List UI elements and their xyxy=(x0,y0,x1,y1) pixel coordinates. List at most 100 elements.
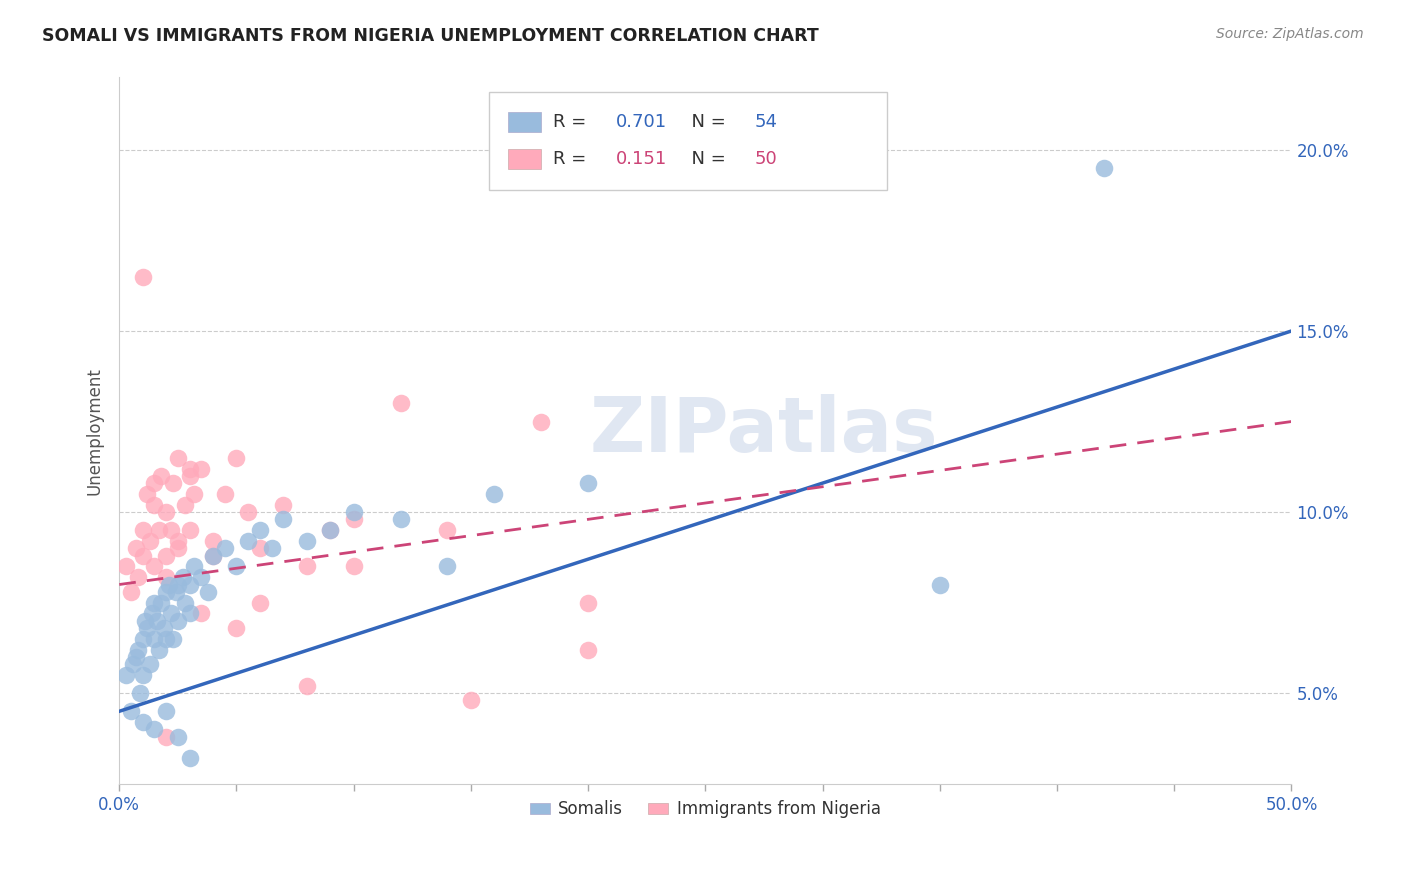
Point xyxy=(179,577,201,591)
Point xyxy=(160,523,183,537)
Point xyxy=(150,596,173,610)
Point xyxy=(214,487,236,501)
Point xyxy=(141,607,163,621)
Text: 0.151: 0.151 xyxy=(616,150,668,168)
Point xyxy=(319,523,342,537)
Point xyxy=(183,487,205,501)
Point xyxy=(127,642,149,657)
Point xyxy=(436,559,458,574)
Point xyxy=(165,584,187,599)
Point xyxy=(197,584,219,599)
Point xyxy=(225,559,247,574)
Point xyxy=(143,559,166,574)
Point xyxy=(155,730,177,744)
Point xyxy=(148,642,170,657)
Point xyxy=(928,577,950,591)
Point xyxy=(155,570,177,584)
Point xyxy=(132,715,155,730)
Text: ZIPatlas: ZIPatlas xyxy=(589,393,938,467)
Point xyxy=(249,596,271,610)
Point xyxy=(174,596,197,610)
Point xyxy=(576,476,599,491)
Point xyxy=(129,686,152,700)
Point xyxy=(139,657,162,672)
Point xyxy=(319,523,342,537)
Point xyxy=(162,632,184,646)
Point xyxy=(295,534,318,549)
Legend: Somalis, Immigrants from Nigeria: Somalis, Immigrants from Nigeria xyxy=(523,794,887,825)
Point xyxy=(389,396,412,410)
Point xyxy=(134,614,156,628)
Point xyxy=(576,596,599,610)
Point xyxy=(202,549,225,563)
Point xyxy=(238,505,260,519)
Point xyxy=(460,693,482,707)
Point xyxy=(343,559,366,574)
Point xyxy=(273,498,295,512)
Point xyxy=(127,570,149,584)
Point xyxy=(179,607,201,621)
Point xyxy=(225,621,247,635)
Point xyxy=(238,534,260,549)
FancyBboxPatch shape xyxy=(488,92,887,191)
Point xyxy=(249,541,271,556)
Text: N =: N = xyxy=(679,150,731,168)
Point xyxy=(143,723,166,737)
Text: 54: 54 xyxy=(755,113,778,131)
Point xyxy=(143,498,166,512)
Text: R =: R = xyxy=(553,150,592,168)
Point xyxy=(167,534,190,549)
Point xyxy=(172,570,194,584)
Point xyxy=(132,269,155,284)
Point xyxy=(389,512,412,526)
Point xyxy=(260,541,283,556)
Text: SOMALI VS IMMIGRANTS FROM NIGERIA UNEMPLOYMENT CORRELATION CHART: SOMALI VS IMMIGRANTS FROM NIGERIA UNEMPL… xyxy=(42,27,818,45)
Point xyxy=(153,621,176,635)
Point xyxy=(190,461,212,475)
Text: Source: ZipAtlas.com: Source: ZipAtlas.com xyxy=(1216,27,1364,41)
Text: N =: N = xyxy=(679,113,731,131)
Point xyxy=(143,596,166,610)
Point xyxy=(179,751,201,765)
Point xyxy=(484,487,506,501)
Point xyxy=(214,541,236,556)
Point xyxy=(225,450,247,465)
Point xyxy=(167,541,190,556)
Point xyxy=(132,523,155,537)
Point xyxy=(136,487,159,501)
Point xyxy=(122,657,145,672)
Point xyxy=(295,559,318,574)
Point xyxy=(343,505,366,519)
Y-axis label: Unemployment: Unemployment xyxy=(86,367,103,494)
Point xyxy=(343,512,366,526)
FancyBboxPatch shape xyxy=(509,149,541,169)
Point xyxy=(179,468,201,483)
Point xyxy=(143,476,166,491)
Point xyxy=(155,584,177,599)
Point xyxy=(167,577,190,591)
Point xyxy=(530,415,553,429)
Point xyxy=(167,614,190,628)
Point xyxy=(115,559,138,574)
Point xyxy=(190,570,212,584)
Point xyxy=(155,704,177,718)
Point xyxy=(167,730,190,744)
Point xyxy=(148,523,170,537)
FancyBboxPatch shape xyxy=(509,112,541,132)
Point xyxy=(150,468,173,483)
Point xyxy=(273,512,295,526)
Text: R =: R = xyxy=(553,113,592,131)
Point xyxy=(167,450,190,465)
Point xyxy=(120,584,142,599)
Point xyxy=(120,704,142,718)
Point xyxy=(155,505,177,519)
Point xyxy=(136,621,159,635)
Point xyxy=(125,650,148,665)
Point xyxy=(174,498,197,512)
Point xyxy=(183,559,205,574)
Point xyxy=(1092,161,1115,175)
Point xyxy=(190,607,212,621)
Point xyxy=(146,614,169,628)
Point xyxy=(155,549,177,563)
Point xyxy=(576,642,599,657)
